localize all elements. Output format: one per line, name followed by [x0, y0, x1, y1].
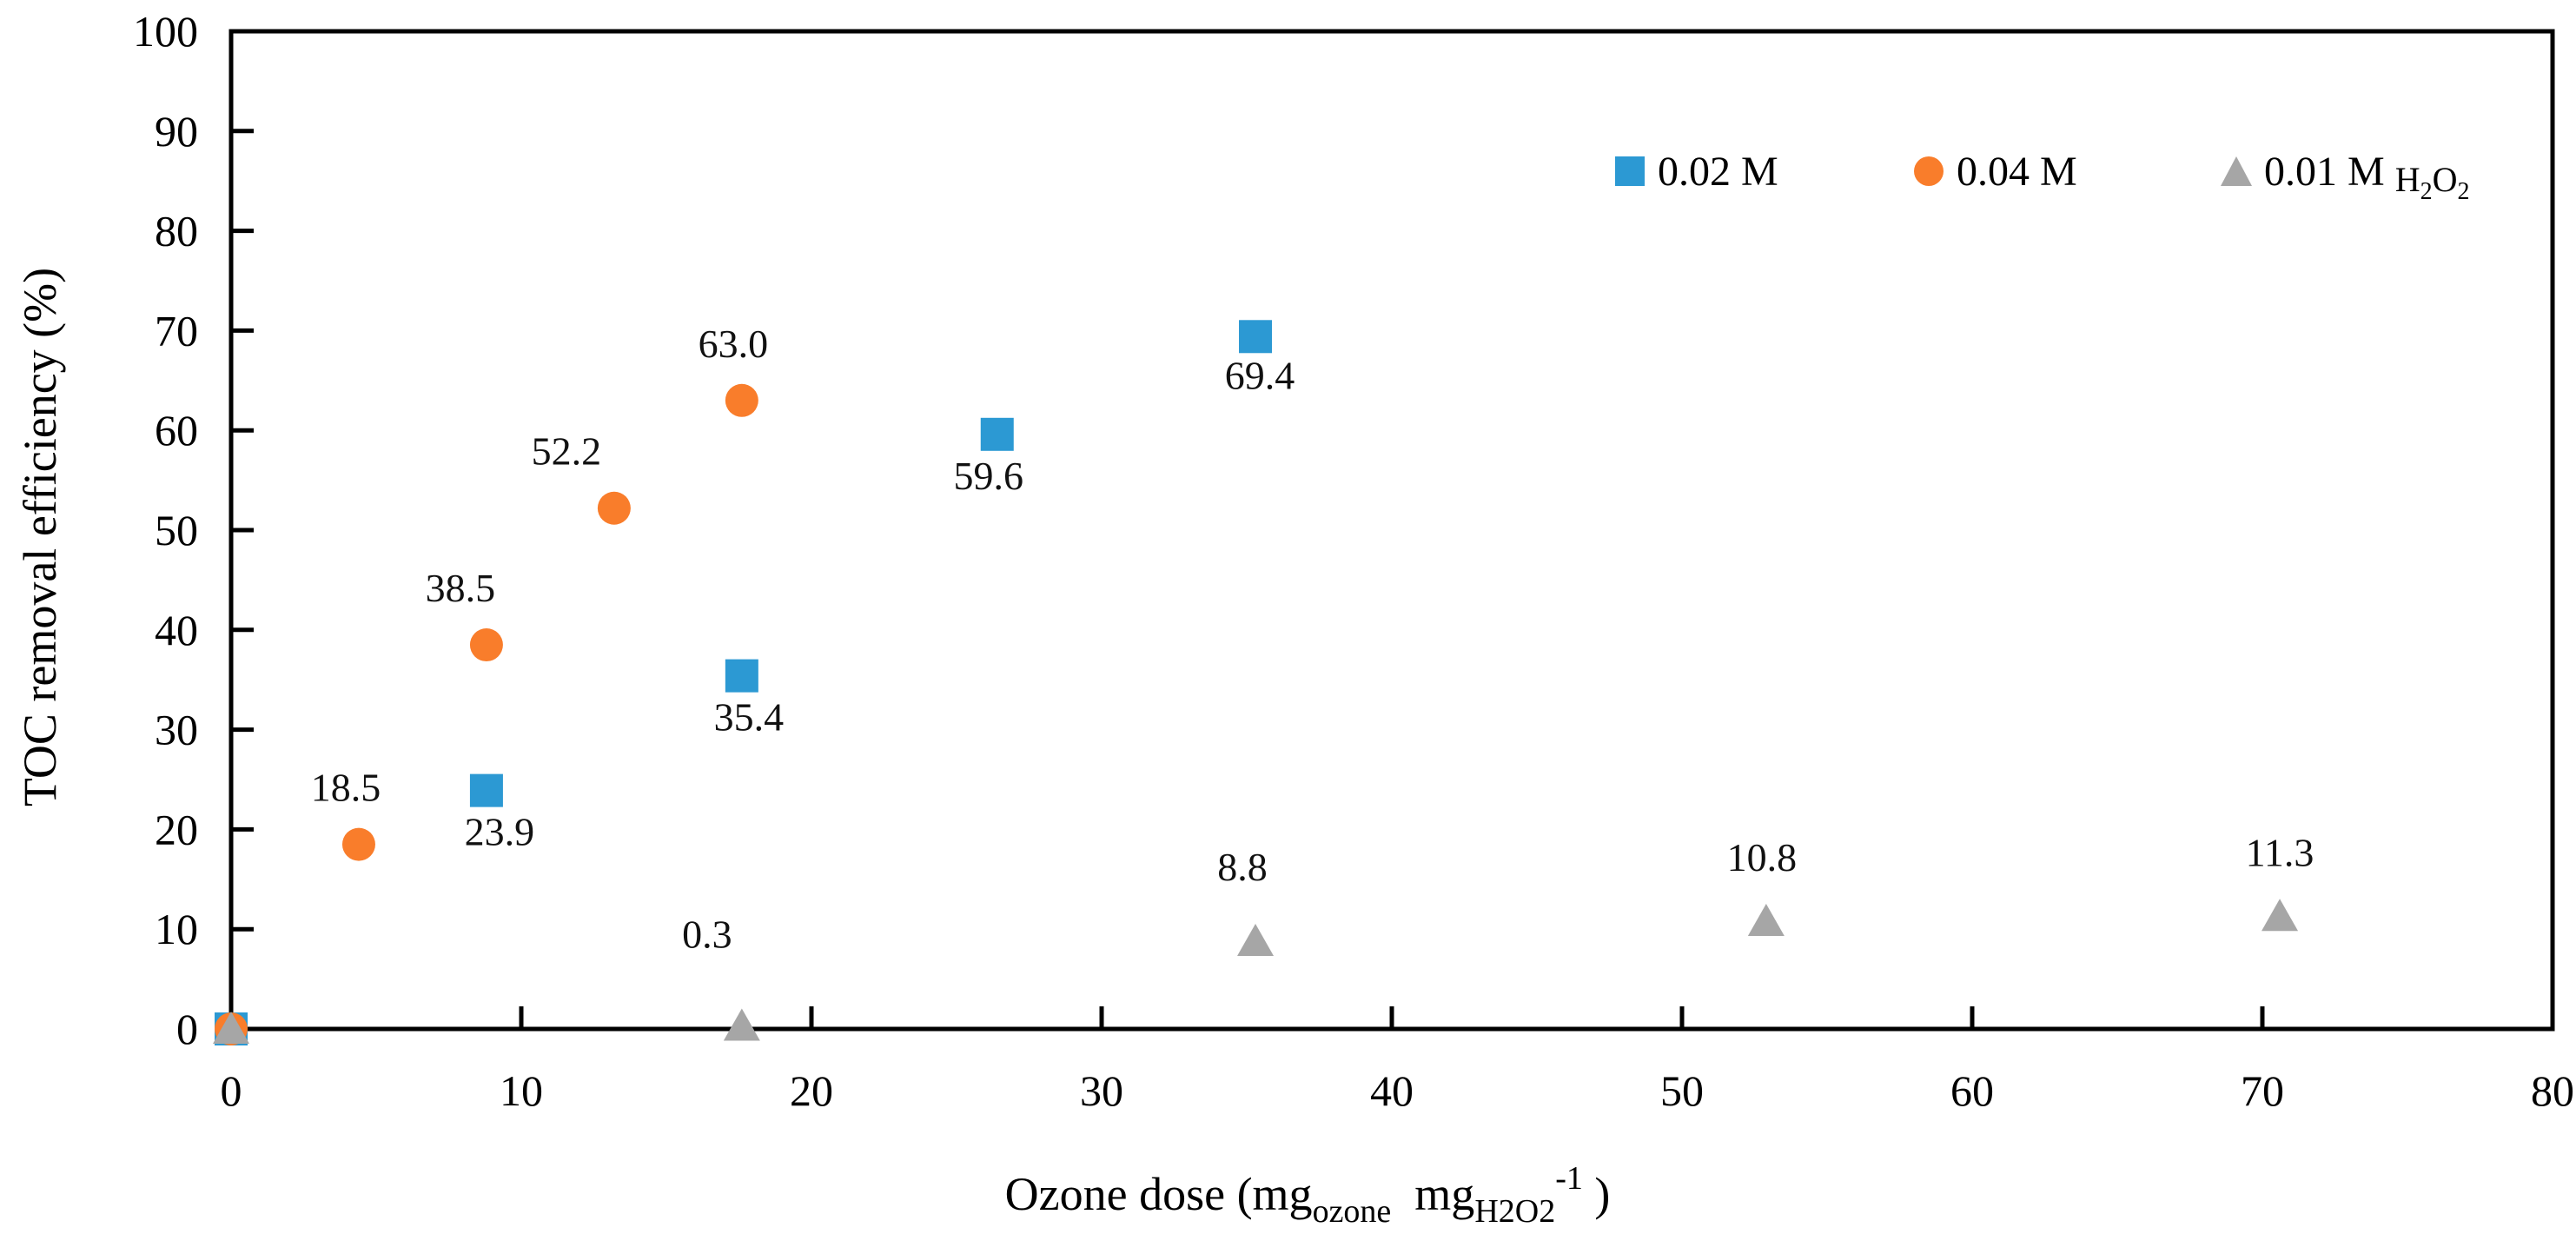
- legend-marker-shape: [1615, 156, 1645, 186]
- x-axis-title-part: mg: [1391, 1168, 1475, 1220]
- legend-triangle-icon: [2221, 156, 2252, 186]
- legend-square-icon: [1615, 156, 1645, 186]
- legend-formula-part: O: [2432, 160, 2458, 199]
- legend-label: 0.02 M: [1658, 148, 1778, 195]
- y-axis-tick-label: 60: [155, 406, 198, 455]
- x-axis-title-part: ozone: [1312, 1193, 1392, 1230]
- plot-border: [228, 29, 2555, 1032]
- x-axis-tick-label: 80: [2531, 1066, 2574, 1115]
- x-axis-tick-label: 50: [1660, 1066, 1704, 1115]
- legend-marker-shape: [1914, 156, 1944, 186]
- data-point-label: 18.5: [311, 766, 381, 810]
- data-point-marker-triangle: [2261, 899, 2299, 932]
- y-axis-tick-label: 100: [133, 7, 198, 56]
- data-point-marker-circle: [725, 383, 758, 417]
- y-axis-tick-label: 10: [155, 905, 198, 953]
- legend-swatch: [1911, 154, 1946, 189]
- legend-item-0.04M: 0.04 M: [1911, 146, 2077, 196]
- y-axis-tick-label: 30: [155, 706, 198, 754]
- x-axis-tick-label: 0: [221, 1066, 242, 1115]
- legend-item-0.01M: 0.01 M H2O2: [2219, 146, 2469, 205]
- data-point-marker-triangle: [723, 1008, 760, 1041]
- data-point-marker-square: [1239, 320, 1273, 354]
- data-point-marker-square: [980, 417, 1014, 451]
- legend-swatch: [2219, 154, 2254, 189]
- data-point-marker-square: [469, 773, 503, 807]
- data-point-marker-triangle: [1747, 904, 1785, 937]
- data-point-label: 63.0: [699, 322, 769, 366]
- legend-swatch: [1612, 154, 1647, 189]
- legend-label: 0.04 M: [1957, 148, 2077, 195]
- y-axis-tick-label: 80: [155, 207, 198, 256]
- legend-formula-part: H: [2394, 160, 2420, 199]
- data-point-label: 8.8: [1217, 845, 1268, 889]
- legend-formula-part: 2: [2457, 178, 2470, 205]
- data-point-marker-circle: [597, 491, 631, 525]
- x-axis-tick-label: 20: [790, 1066, 833, 1115]
- x-axis-tick-label: 70: [2241, 1066, 2284, 1115]
- x-axis-tick-label: 40: [1370, 1066, 1414, 1115]
- legend-item-0.02M: 0.02 M: [1612, 146, 1778, 196]
- data-point-marker-triangle: [213, 1012, 249, 1044]
- x-axis-tick-label: 10: [500, 1066, 543, 1115]
- data-point-marker-circle: [341, 827, 375, 861]
- legend-label: 0.01 M: [2264, 148, 2385, 195]
- x-axis-title-part: H2O2: [1474, 1193, 1556, 1230]
- y-axis-tick-label: 40: [155, 606, 198, 654]
- y-axis-tick-label: 20: [155, 805, 198, 853]
- y-axis-tick-label: 90: [155, 107, 198, 156]
- data-point-marker-circle: [469, 628, 503, 662]
- data-point-label: 0.3: [682, 912, 732, 957]
- series-0.01MH2O2: 0.3 8.8 10.8 11.3: [213, 830, 2314, 1044]
- data-point-label: 35.4: [714, 695, 785, 740]
- y-axis-tick-label: 0: [176, 1005, 198, 1053]
- data-point-marker-square: [725, 659, 758, 693]
- data-point-label: 23.9: [465, 810, 535, 854]
- data-point-label: 11.3: [2246, 830, 2314, 874]
- data-point-label: 69.4: [1225, 353, 1295, 397]
- y-axis-tick-label: 70: [155, 306, 198, 355]
- legend-formula-h2o2: H2O2: [2395, 159, 2470, 206]
- legend-marker-shape: [2221, 156, 2252, 186]
- x-axis-title-part: ): [1582, 1168, 1611, 1220]
- x-axis-title-part: Ozone dose (mg: [1004, 1168, 1313, 1220]
- x-axis-tick-label: 60: [1950, 1066, 1994, 1115]
- data-point-label: 52.2: [532, 429, 602, 474]
- data-point-label: 59.6: [954, 454, 1024, 498]
- x-axis-tick-label: 30: [1080, 1066, 1123, 1115]
- data-point-label: 38.5: [426, 566, 496, 610]
- x-axis-title-part: -1: [1555, 1160, 1583, 1197]
- data-point-marker-triangle: [1237, 923, 1275, 956]
- y-axis-tick-label: 50: [155, 506, 198, 554]
- x-axis-title: Ozone dose (mgozone mgH2O2-1 ): [1005, 1159, 1611, 1231]
- legend-circle-icon: [1914, 156, 1944, 186]
- legend-formula-part: 2: [2420, 178, 2433, 205]
- data-point-label: 10.8: [1727, 835, 1798, 879]
